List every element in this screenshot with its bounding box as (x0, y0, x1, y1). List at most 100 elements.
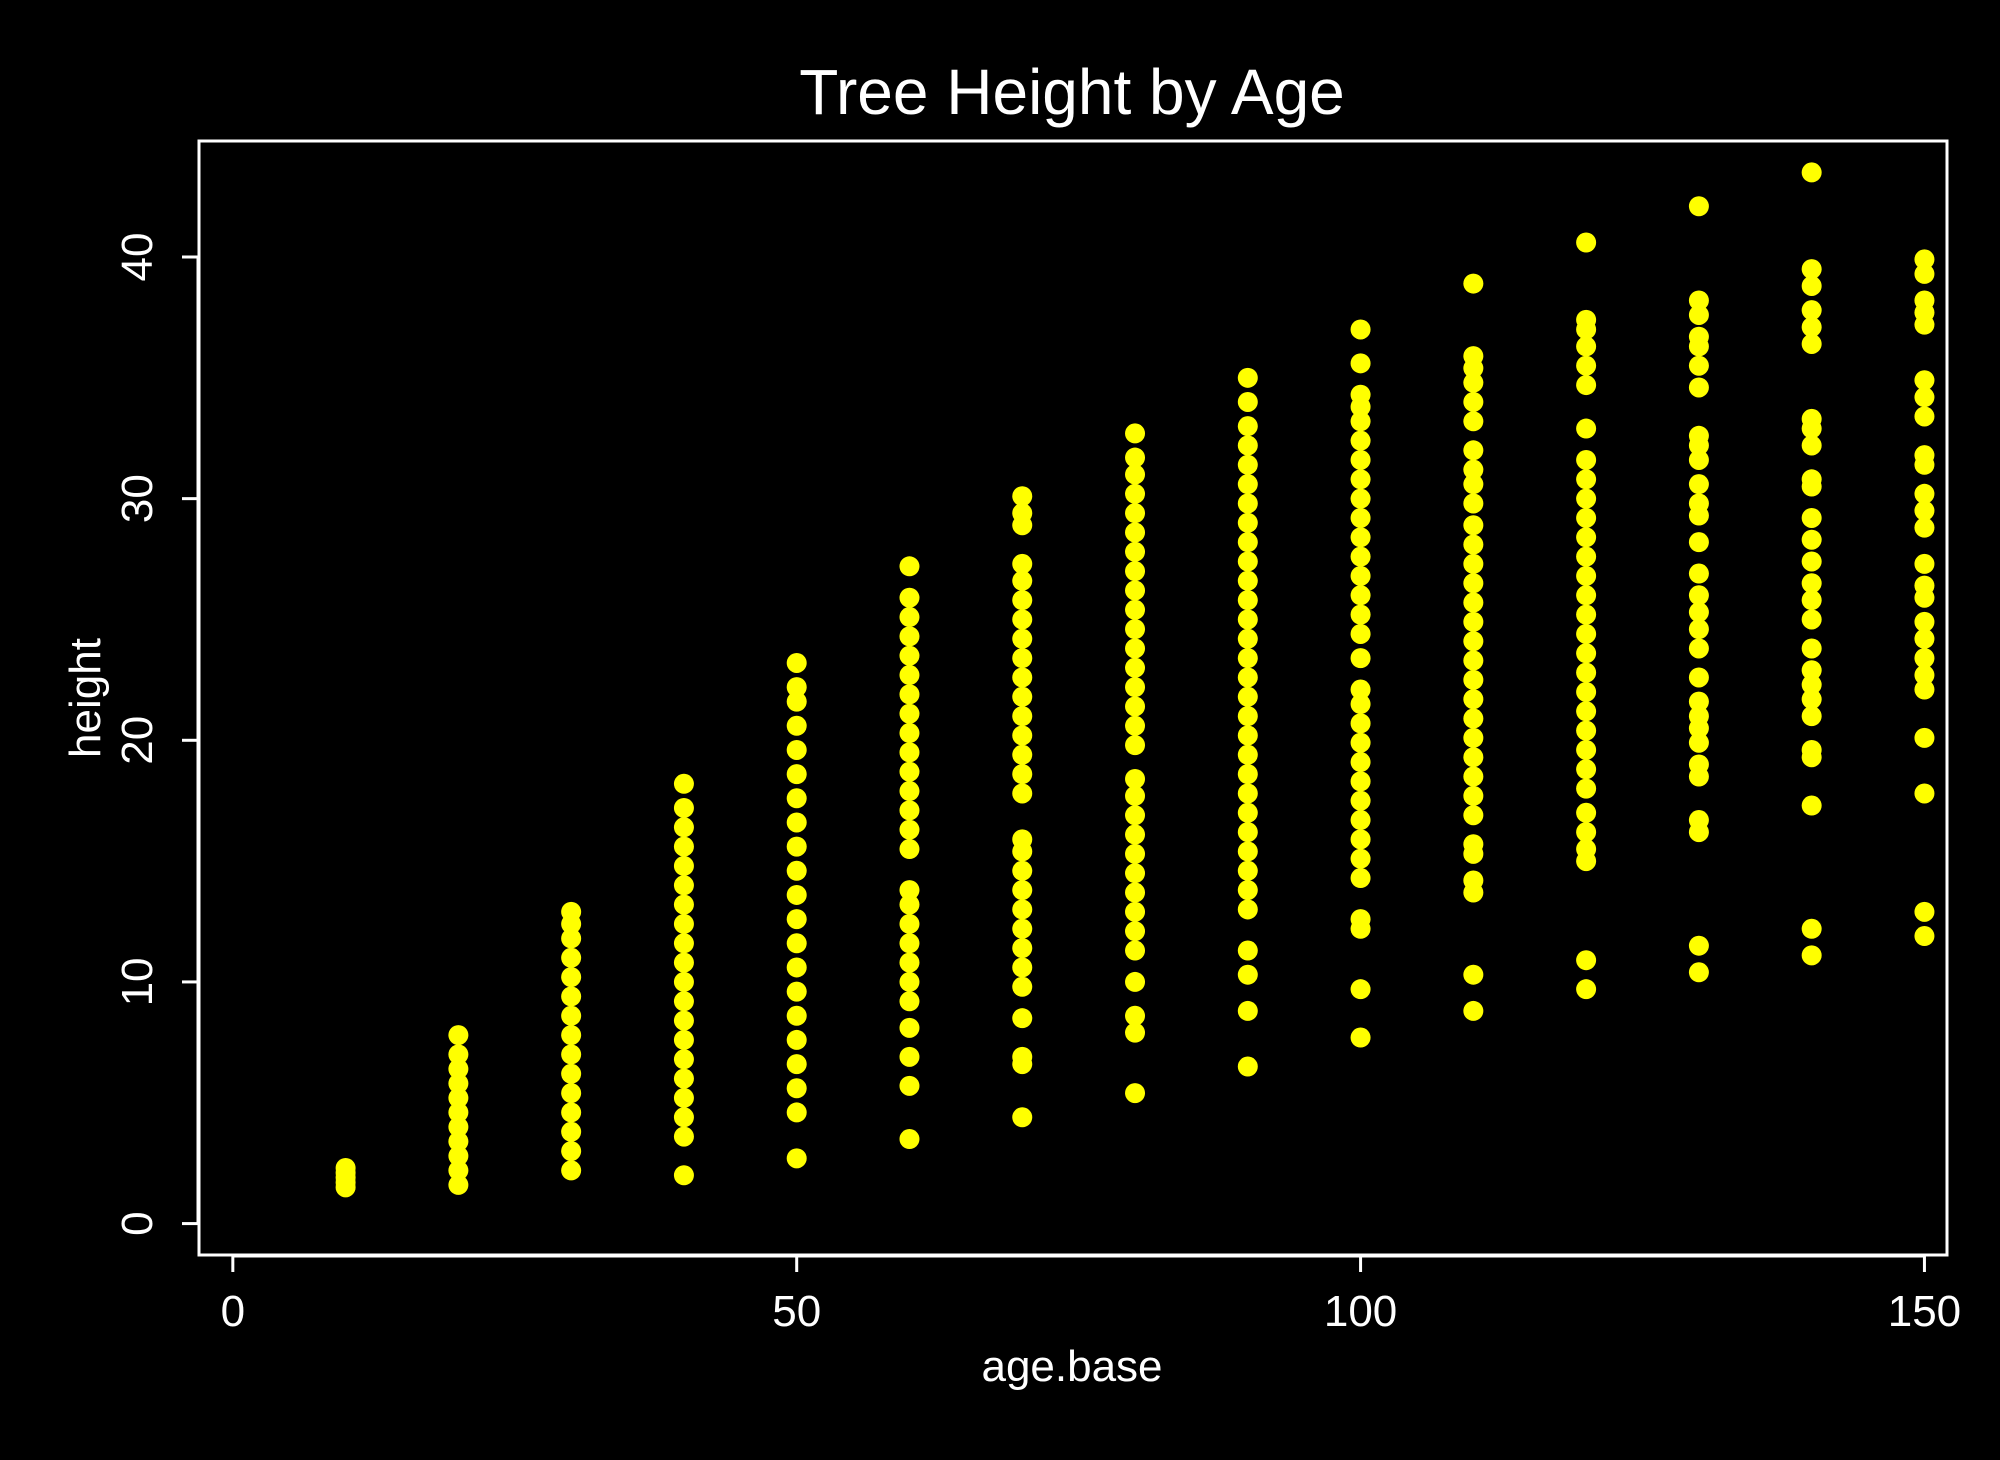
data-point (1463, 834, 1484, 855)
data-point (1012, 609, 1033, 630)
data-point (899, 645, 920, 666)
data-point (1801, 317, 1822, 338)
data-point (1914, 553, 1935, 574)
data-point (1012, 918, 1033, 939)
data-point (1576, 720, 1597, 741)
data-point (1125, 735, 1146, 756)
data-point (673, 971, 694, 992)
data-point (1801, 259, 1822, 280)
data-point (1125, 580, 1146, 601)
data-point (1801, 469, 1822, 490)
data-point (1237, 435, 1258, 456)
data-point (1237, 628, 1258, 649)
data-point (1688, 619, 1709, 640)
data-point (1012, 706, 1033, 727)
data-point (899, 991, 920, 1012)
data-point (1237, 532, 1258, 553)
data-point (899, 933, 920, 954)
data-point (899, 1046, 920, 1067)
data-point (1237, 609, 1258, 630)
y-tick-label: 40 (113, 233, 162, 282)
data-point (561, 1025, 582, 1046)
data-point (1801, 689, 1822, 710)
data-point (1463, 766, 1484, 787)
data-point (673, 797, 694, 818)
data-point (1688, 754, 1709, 775)
data-point (899, 684, 920, 705)
data-point (786, 836, 807, 857)
data-point (1463, 964, 1484, 985)
data-point (561, 1160, 582, 1181)
data-point (899, 703, 920, 724)
data-point (1350, 319, 1371, 340)
data-point (1801, 609, 1822, 630)
data-point (448, 1073, 469, 1094)
data-point (1012, 570, 1033, 591)
data-point (1576, 527, 1597, 548)
data-point (786, 860, 807, 881)
data-point (1350, 679, 1371, 700)
data-point (561, 1121, 582, 1142)
data-point (1576, 759, 1597, 780)
data-point (1914, 483, 1935, 504)
data-point (1012, 860, 1033, 881)
data-point (448, 1044, 469, 1065)
data-point (786, 764, 807, 785)
data-point (1237, 964, 1258, 985)
data-point (899, 723, 920, 744)
data-point (899, 971, 920, 992)
data-point (1576, 701, 1597, 722)
data-point (1125, 1022, 1146, 1043)
data-point (786, 909, 807, 930)
data-point (1463, 573, 1484, 594)
data-points (335, 162, 1935, 1198)
data-point (1914, 575, 1935, 596)
data-point (1801, 739, 1822, 760)
data-point (1576, 839, 1597, 860)
data-point (1350, 752, 1371, 773)
data-point (1688, 304, 1709, 325)
data-point (1125, 561, 1146, 582)
data-point (1914, 406, 1935, 427)
data-point (1350, 604, 1371, 625)
data-point (786, 812, 807, 833)
data-point (1125, 843, 1146, 864)
chart-title: Tree Height by Age (799, 56, 1345, 128)
data-point (899, 913, 920, 934)
data-point (1801, 435, 1822, 456)
data-point (1914, 611, 1935, 632)
data-point (1463, 346, 1484, 367)
data-point (1350, 810, 1371, 831)
data-point (673, 933, 694, 954)
data-point (1237, 822, 1258, 843)
data-point (1125, 785, 1146, 806)
data-point (1688, 493, 1709, 514)
data-point (1914, 783, 1935, 804)
data-point (673, 1068, 694, 1089)
data-point (1576, 778, 1597, 799)
data-point (1576, 822, 1597, 843)
data-point (1125, 638, 1146, 659)
data-point (448, 1131, 469, 1152)
data-point (561, 1083, 582, 1104)
data-point (1350, 507, 1371, 528)
data-point (1801, 638, 1822, 659)
data-point (1576, 604, 1597, 625)
data-point (1801, 275, 1822, 296)
data-point (1237, 880, 1258, 901)
data-point (561, 1141, 582, 1162)
data-point (1801, 660, 1822, 681)
data-point (1688, 449, 1709, 470)
data-point (673, 875, 694, 896)
data-point (899, 839, 920, 860)
data-point (1125, 863, 1146, 884)
data-point (1801, 706, 1822, 727)
data-point (1125, 522, 1146, 543)
data-point (1463, 372, 1484, 393)
data-point (673, 836, 694, 857)
data-point (1350, 909, 1371, 930)
data-point (1463, 515, 1484, 536)
data-point (1237, 706, 1258, 727)
data-point (1350, 648, 1371, 669)
